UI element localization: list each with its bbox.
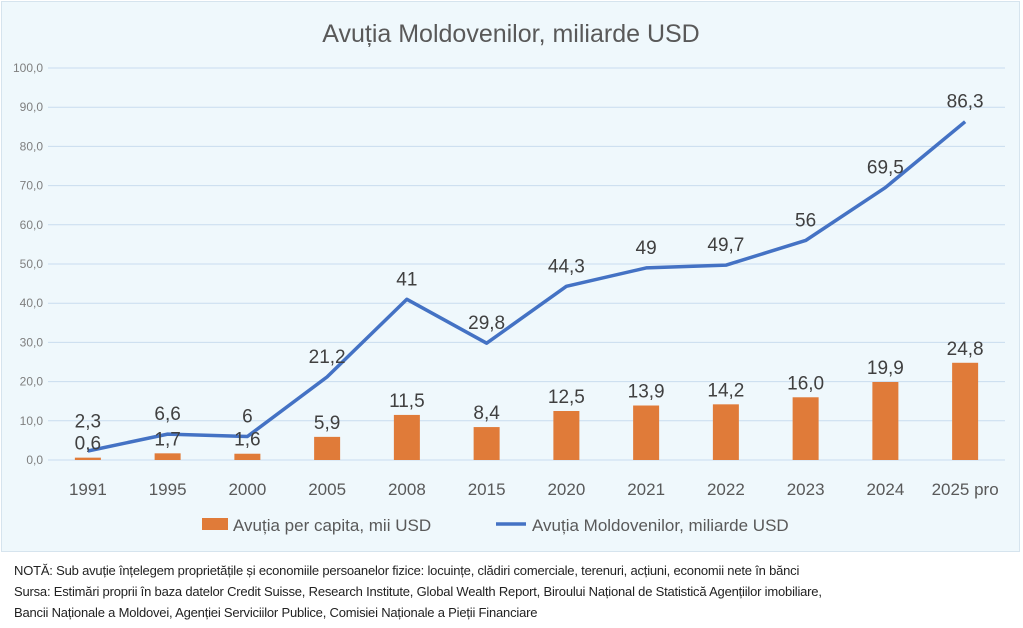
bar-data-label: 16,0 <box>787 373 824 394</box>
line-data-label: 44,3 <box>548 256 585 277</box>
x-tick-label: 2021 <box>627 480 665 499</box>
x-tick-label: 2008 <box>388 480 426 499</box>
bar-data-label: 1,6 <box>234 430 260 451</box>
x-tick-label: 2000 <box>228 480 266 499</box>
source-line: Sursa: Estimări proprii în baza datelor … <box>14 584 822 599</box>
bar-data-label: 1,7 <box>154 429 180 450</box>
bar <box>314 436 341 460</box>
notes: NOTĂ: Sub avuție înțelegem proprietățile… <box>14 560 822 623</box>
bar <box>234 453 261 460</box>
bar-data-label: 8,4 <box>473 403 500 424</box>
chart-title: Avuția Moldovenilor, miliarde USD <box>322 20 699 48</box>
line-data-label: 49 <box>636 238 657 259</box>
bar-data-label: 13,9 <box>628 382 665 403</box>
bar-data-label: 5,9 <box>314 413 340 434</box>
x-tick-label: 2005 <box>308 480 346 499</box>
bar <box>553 411 580 460</box>
line-data-label: 21,2 <box>309 347 346 368</box>
line-series <box>87 120 967 453</box>
x-tick-label: 2024 <box>866 480 904 499</box>
x-tick-label: 2025 pro <box>932 480 999 499</box>
x-tick-label: 2023 <box>787 480 825 499</box>
line-data-label: 41 <box>396 269 417 290</box>
y-tick-label: 40,0 <box>20 296 44 310</box>
y-tick-label: 0,0 <box>26 453 43 467</box>
bar-data-label: 0,6 <box>75 434 101 455</box>
bar-data-label: 19,9 <box>867 358 904 379</box>
x-tick-label: 2015 <box>468 480 506 499</box>
line-data-label: 86,3 <box>947 92 984 113</box>
bar-data-label: 24,8 <box>947 339 984 360</box>
y-tick-label: 10,0 <box>20 414 44 428</box>
bar <box>872 381 899 460</box>
bar <box>712 404 739 460</box>
y-tick-label: 60,0 <box>20 218 44 232</box>
y-tick-label: 30,0 <box>20 335 44 349</box>
legend-line-label: Avuția Moldovenilor, miliarde USD <box>532 516 789 535</box>
y-tick-label: 100,0 <box>13 61 43 75</box>
bar-data-label: 12,5 <box>548 387 585 408</box>
line-data-label: 6 <box>242 406 253 427</box>
bar <box>792 397 819 460</box>
bar <box>952 362 979 460</box>
y-tick-label: 90,0 <box>20 100 44 114</box>
line-data-label: 56 <box>795 210 816 231</box>
y-tick-label: 50,0 <box>20 257 44 271</box>
bar <box>473 427 500 460</box>
x-tick-label: 2020 <box>547 480 585 499</box>
y-tick-label: 80,0 <box>20 139 44 153</box>
line-data-label: 49,7 <box>707 235 744 256</box>
bar-data-label: 14,2 <box>707 380 744 401</box>
x-tick-label: 1995 <box>149 480 187 499</box>
line-data-label: 2,3 <box>75 412 101 433</box>
bar <box>154 453 181 460</box>
source-line-cont: Bancii Naționale a Moldovei, Agenției Se… <box>14 605 538 620</box>
legend-bar-swatch <box>202 518 228 530</box>
line-data-label: 6,6 <box>154 404 180 425</box>
bar <box>633 405 660 460</box>
chart-svg: Avuția Moldovenilor, miliarde USD 0,0 10,… <box>13 20 1005 535</box>
y-tick-label: 20,0 <box>20 375 44 389</box>
line-data-label: 29,8 <box>468 313 505 334</box>
x-tick-label: 2022 <box>707 480 745 499</box>
bar <box>393 414 420 460</box>
legend-bar-label: Avuția per capita, mii USD <box>233 516 431 535</box>
bar-data-label: 11,5 <box>389 391 425 412</box>
line-data-label: 69,5 <box>867 158 904 179</box>
note-line: NOTĂ: Sub avuție înțelegem proprietățile… <box>14 563 800 578</box>
x-tick-label: 1991 <box>69 480 107 499</box>
bar <box>74 457 101 460</box>
y-tick-label: 70,0 <box>20 179 44 193</box>
